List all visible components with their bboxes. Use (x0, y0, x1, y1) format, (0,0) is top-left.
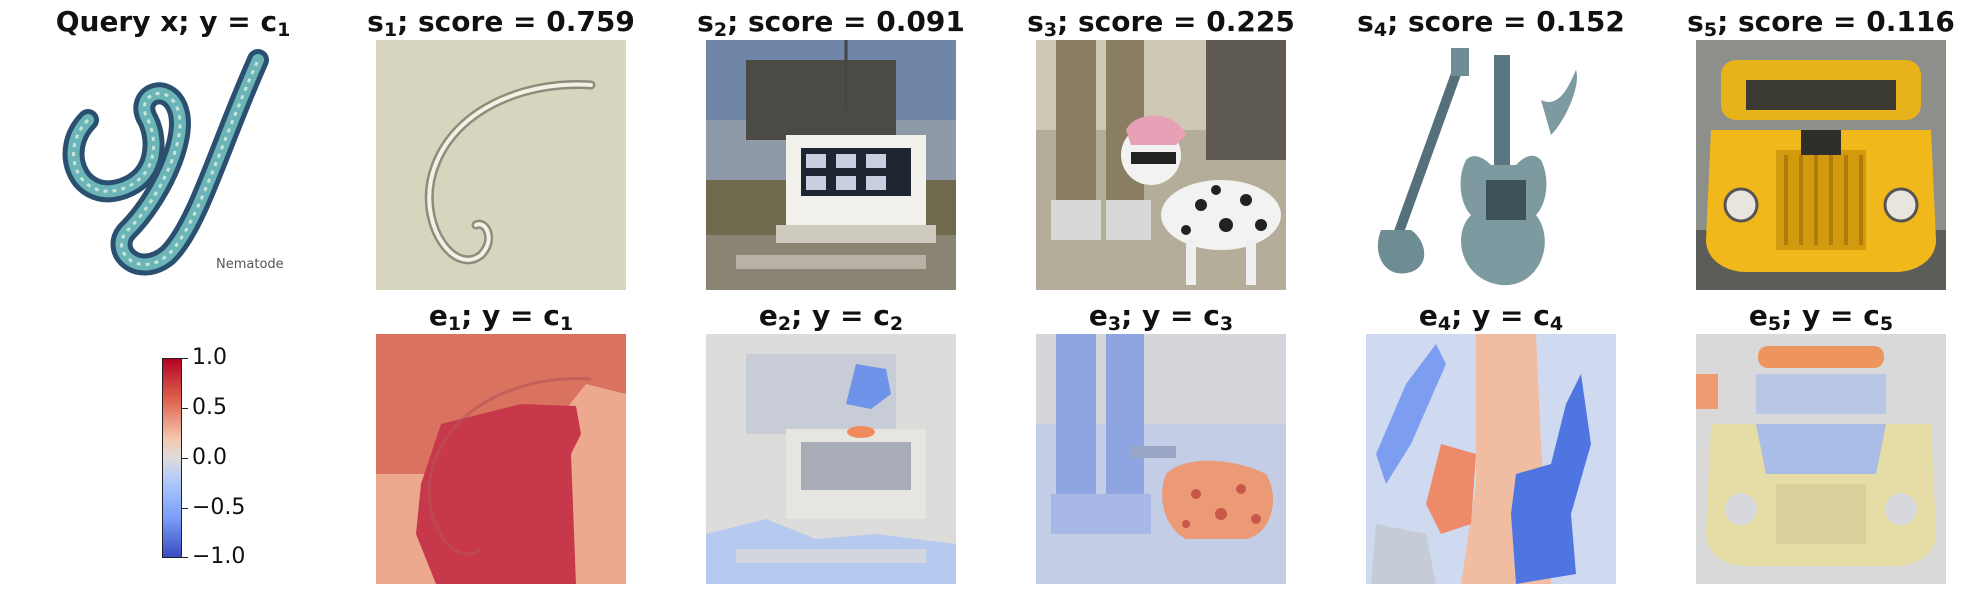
explanation-title-1-main: e (428, 299, 448, 332)
explanation-title-2-sub: 2 (777, 313, 792, 335)
support-title-1-sub: 1 (383, 19, 398, 41)
explanation-map-2 (706, 334, 956, 584)
support-title-2: s2; score = 0.091 (666, 6, 996, 46)
support-title-3: s3; score = 0.225 (996, 6, 1326, 46)
explanation-title-2-mid: ; y = c (791, 299, 890, 332)
support-title-1: s1; score = 0.759 (336, 6, 666, 46)
explanation-title-3-main: e (1088, 299, 1108, 332)
explanation-map-5 (1696, 334, 1946, 584)
support-title-3-main: s (1027, 5, 1044, 38)
support-image-1 (376, 40, 626, 290)
explanation-title-5-main: e (1748, 299, 1768, 332)
colorbar-tick-label: 0.5 (192, 395, 227, 420)
query-title: Query x; y = c1 (8, 6, 338, 46)
explanation-title-2: e2; y = c2 (666, 300, 996, 340)
support-title-4-sub: 4 (1373, 19, 1388, 41)
support-title-5: s5; score = 0.116 (1656, 6, 1963, 46)
support-title-3-sub: 3 (1043, 19, 1058, 41)
colorbar-tick (182, 458, 188, 459)
support-title-2-score: ; score = 0.091 (727, 5, 965, 38)
colorbar-tick (182, 557, 188, 558)
explanation-map-1 (376, 334, 626, 584)
support-title-5-main: s (1687, 5, 1704, 38)
explanation-title-4-sub2: 4 (1549, 313, 1564, 335)
support-title-1-score: ; score = 0.759 (397, 5, 635, 38)
explanation-title-3-sub: 3 (1107, 313, 1122, 335)
support-image-5 (1696, 40, 1946, 290)
support-title-4-score: ; score = 0.152 (1387, 5, 1625, 38)
support-title-1-main: s (367, 5, 384, 38)
query-image: Nematode (48, 40, 298, 290)
explanation-title-3-sub2: 3 (1219, 313, 1234, 335)
support-title-5-score: ; score = 0.116 (1717, 5, 1955, 38)
support-title-4: s4; score = 0.152 (1326, 6, 1656, 46)
support-title-4-main: s (1357, 5, 1374, 38)
colorbar-tick (182, 358, 188, 359)
explanation-title-5-sub: 5 (1767, 313, 1782, 335)
explanation-title-1-sub: 1 (447, 313, 462, 335)
explanation-title-4: e4; y = c4 (1326, 300, 1656, 340)
colorbar-gradient (162, 358, 182, 558)
explanation-title-1: e1; y = c1 (336, 300, 666, 340)
explanation-title-5: e5; y = c5 (1656, 300, 1963, 340)
support-title-5-sub: 5 (1703, 19, 1718, 41)
explanation-title-4-main: e (1418, 299, 1438, 332)
explanation-title-1-sub2: 1 (559, 313, 574, 335)
explanation-title-2-sub2: 2 (889, 313, 904, 335)
support-title-3-score: ; score = 0.225 (1057, 5, 1295, 38)
explanation-title-5-sub2: 5 (1879, 313, 1894, 335)
support-image-4 (1366, 40, 1616, 290)
colorbar-tick (182, 508, 188, 509)
support-title-2-sub: 2 (713, 19, 728, 41)
explanation-map-4 (1366, 334, 1616, 584)
explanation-title-3: e3; y = c3 (996, 300, 1326, 340)
colorbar-tick-label: −1.0 (192, 544, 246, 569)
explanation-title-3-mid: ; y = c (1121, 299, 1220, 332)
support-title-2-main: s (697, 5, 714, 38)
support-image-3 (1036, 40, 1286, 290)
explanation-title-5-mid: ; y = c (1781, 299, 1880, 332)
query-title-text: Query x; y = c (55, 5, 278, 38)
explanation-title-1-mid: ; y = c (461, 299, 560, 332)
explanation-map-3 (1036, 334, 1286, 584)
support-image-2 (706, 40, 956, 290)
colorbar-tick (182, 408, 188, 409)
colorbar-tick-label: 1.0 (192, 345, 227, 370)
query-image-caption: Nematode (216, 257, 284, 272)
explanation-title-2-main: e (758, 299, 778, 332)
explanation-title-4-mid: ; y = c (1451, 299, 1550, 332)
colorbar-tick-label: 0.0 (192, 445, 227, 470)
query-title-sub: 1 (277, 19, 291, 41)
explanation-title-4-sub: 4 (1437, 313, 1452, 335)
colorbar-tick-label: −0.5 (192, 495, 246, 520)
